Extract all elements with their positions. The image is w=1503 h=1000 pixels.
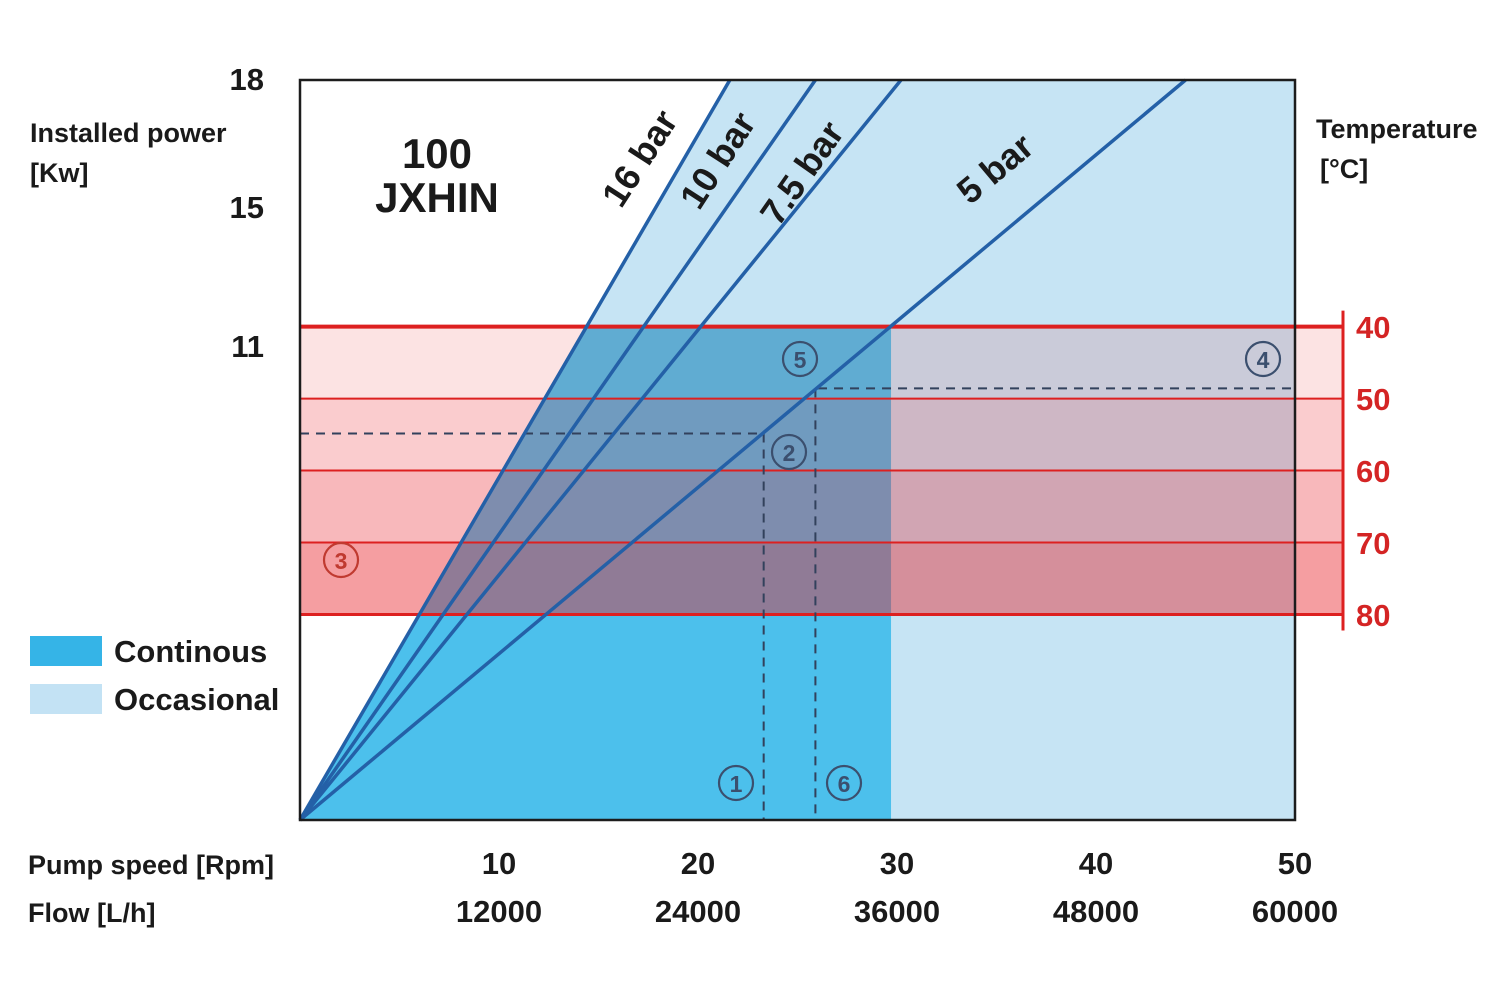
- marker-6-circle: [825, 764, 863, 802]
- marker-2-number: 2: [783, 440, 796, 466]
- right-axis-unit: [°C]: [1320, 154, 1368, 184]
- right-tick-80: 80: [1356, 598, 1390, 633]
- marker-2-circle: [770, 433, 808, 471]
- temp-band-40-50: [300, 326, 1343, 399]
- temp-band-70-80: [300, 542, 1343, 615]
- pressure-line-10-bar: [298, 78, 817, 822]
- legend-swatch-occasional: [30, 684, 102, 714]
- left-axis-title: Installed power: [30, 118, 227, 148]
- marker-5: 5: [781, 340, 819, 378]
- marker-5-number: 5: [794, 347, 807, 373]
- pressure-line-7-5-bar: [298, 78, 903, 822]
- flow-tick-48000: 48000: [1053, 894, 1139, 929]
- legend: Continous Occasional: [30, 634, 279, 717]
- marker-3-number: 3: [335, 548, 348, 574]
- marker-1: 1: [717, 764, 755, 802]
- marker-4: 4: [1244, 340, 1282, 378]
- marker-1-circle: [717, 764, 755, 802]
- marker-3-circle: [322, 541, 360, 579]
- left-tick-11: 11: [231, 329, 264, 364]
- marker-5-circle: [781, 340, 819, 378]
- marker-4-circle: [1244, 340, 1282, 378]
- plot-border: [298, 78, 1297, 822]
- chart-title-model: 100: [402, 130, 472, 177]
- chart-shape-layer: [298, 78, 1345, 822]
- left-axis-unit: [Kw]: [30, 158, 88, 188]
- left-tick-15: 15: [230, 190, 264, 225]
- chart-title-name: JXHIN: [375, 174, 499, 221]
- legend-label-continuous: Continous: [114, 634, 267, 669]
- speed-tick-10: 10: [482, 846, 516, 881]
- temp-band-60-70: [300, 470, 1343, 543]
- right-axis-title: Temperature: [1316, 114, 1478, 144]
- speed-tick-50: 50: [1278, 846, 1312, 881]
- speed-tick-30: 30: [880, 846, 914, 881]
- pressure-line-16-bar: [298, 79, 732, 821]
- pressure-line-5-bar: [298, 78, 1187, 822]
- marker-2: 2: [770, 433, 808, 471]
- marker-4-number: 4: [1257, 347, 1270, 373]
- flow-tick-12000: 12000: [456, 894, 542, 929]
- right-tick-70: 70: [1356, 526, 1390, 561]
- right-tick-50: 50: [1356, 382, 1390, 417]
- marker-6-number: 6: [838, 771, 851, 797]
- right-tick-60: 60: [1356, 454, 1390, 489]
- flow-tick-60000: 60000: [1252, 894, 1338, 929]
- flow-axis-label: Flow [L/h]: [28, 898, 155, 928]
- speed-axis-label: Pump speed [Rpm]: [28, 850, 274, 880]
- legend-label-occasional: Occasional: [114, 682, 279, 717]
- temp-band-50-60: [300, 398, 1343, 471]
- marker-1-number: 1: [730, 771, 743, 797]
- speed-tick-20: 20: [681, 846, 715, 881]
- marker-3: 3: [322, 541, 360, 579]
- legend-swatch-continuous: [30, 636, 102, 666]
- speed-tick-40: 40: [1079, 846, 1113, 881]
- marker-6: 6: [825, 764, 863, 802]
- left-tick-18: 18: [230, 62, 264, 97]
- flow-tick-36000: 36000: [854, 894, 940, 929]
- flow-tick-24000: 24000: [655, 894, 741, 929]
- right-tick-40: 40: [1356, 310, 1390, 345]
